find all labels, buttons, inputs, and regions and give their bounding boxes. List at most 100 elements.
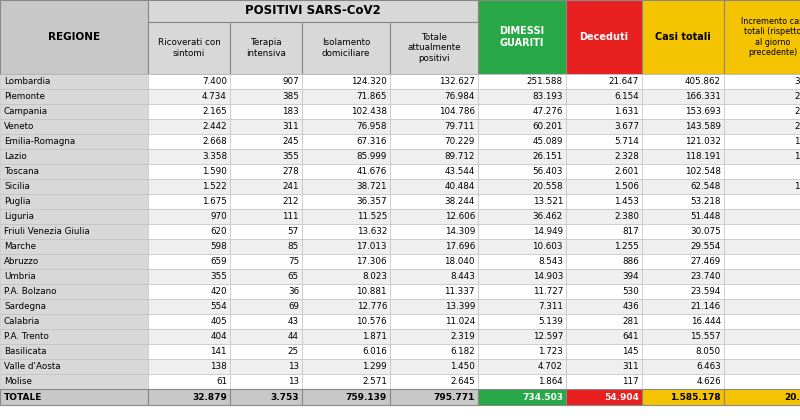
Text: 166.331: 166.331 <box>685 92 721 101</box>
Bar <box>642 104 724 119</box>
Text: 117: 117 <box>622 377 639 386</box>
Bar <box>390 119 478 134</box>
Text: 13.399: 13.399 <box>445 302 475 311</box>
Bar <box>0 164 148 179</box>
Text: 5.714: 5.714 <box>614 137 639 146</box>
Text: 1.585.178: 1.585.178 <box>670 393 721 402</box>
Text: 85.999: 85.999 <box>357 152 387 161</box>
Bar <box>478 74 566 89</box>
Bar <box>0 374 148 389</box>
Bar <box>642 329 724 344</box>
Bar <box>0 149 148 164</box>
Bar <box>478 359 566 374</box>
Text: 17.306: 17.306 <box>357 257 387 266</box>
Text: Calabria: Calabria <box>4 317 40 326</box>
Text: 79.711: 79.711 <box>445 122 475 131</box>
Text: Marche: Marche <box>4 242 36 251</box>
Text: 89.712: 89.712 <box>445 152 475 161</box>
Bar <box>642 374 724 389</box>
Text: 76.984: 76.984 <box>445 92 475 101</box>
Text: Toscana: Toscana <box>4 167 39 176</box>
Text: 71.865: 71.865 <box>357 92 387 101</box>
Text: Incremento casi
totali (rispetto
al giorno
precedente): Incremento casi totali (rispetto al gior… <box>741 17 800 57</box>
Text: 121.032: 121.032 <box>685 137 721 146</box>
Bar <box>0 269 148 284</box>
Bar <box>724 149 800 164</box>
Bar <box>390 224 478 239</box>
Bar <box>148 224 230 239</box>
Bar <box>478 389 566 405</box>
Bar <box>642 89 724 104</box>
Text: 138: 138 <box>210 362 227 371</box>
Bar <box>0 134 148 149</box>
Text: 8.443: 8.443 <box>450 272 475 281</box>
Bar <box>478 179 566 194</box>
Text: 29.554: 29.554 <box>690 242 721 251</box>
Text: 75: 75 <box>288 257 299 266</box>
Bar <box>478 194 566 209</box>
Text: 132.627: 132.627 <box>439 77 475 86</box>
Text: 53.218: 53.218 <box>690 197 721 206</box>
Bar <box>302 269 390 284</box>
Text: 36.357: 36.357 <box>356 197 387 206</box>
Text: 27.469: 27.469 <box>690 257 721 266</box>
Bar <box>566 164 642 179</box>
Text: 436: 436 <box>622 302 639 311</box>
Text: 355: 355 <box>210 272 227 281</box>
Text: 11.525: 11.525 <box>357 212 387 221</box>
Bar <box>478 104 566 119</box>
Text: 23.594: 23.594 <box>690 287 721 296</box>
Bar <box>566 104 642 119</box>
Bar <box>724 0 800 74</box>
Bar <box>724 224 800 239</box>
Bar <box>566 299 642 314</box>
Text: 26.151: 26.151 <box>533 152 563 161</box>
Text: 1.024: 1.024 <box>794 182 800 191</box>
Bar <box>148 179 230 194</box>
Bar <box>642 74 724 89</box>
Bar <box>724 284 800 299</box>
Bar <box>230 194 302 209</box>
Bar <box>230 239 302 254</box>
Text: 143.589: 143.589 <box>685 122 721 131</box>
Text: P.A. Bolzano: P.A. Bolzano <box>4 287 57 296</box>
Text: 3.677: 3.677 <box>614 122 639 131</box>
Bar <box>0 194 148 209</box>
Bar <box>566 344 642 359</box>
Bar <box>724 269 800 284</box>
Text: 14.949: 14.949 <box>533 227 563 236</box>
Text: 2.328: 2.328 <box>614 152 639 161</box>
Bar <box>390 74 478 89</box>
Bar <box>302 329 390 344</box>
Text: Casi totali: Casi totali <box>655 32 711 42</box>
Bar <box>724 329 800 344</box>
Bar <box>390 239 478 254</box>
Bar <box>724 104 800 119</box>
Text: 17.696: 17.696 <box>445 242 475 251</box>
Text: 311: 311 <box>282 122 299 131</box>
Bar <box>148 134 230 149</box>
Text: 907: 907 <box>282 77 299 86</box>
Text: 734.503: 734.503 <box>522 393 563 402</box>
Text: REGIONE: REGIONE <box>48 32 100 42</box>
Bar <box>390 209 478 224</box>
Text: 141: 141 <box>210 347 227 356</box>
Text: 404: 404 <box>210 332 227 341</box>
Bar <box>230 209 302 224</box>
Bar <box>148 239 230 254</box>
Text: 2.645: 2.645 <box>450 377 475 386</box>
Bar <box>642 344 724 359</box>
Text: 13.521: 13.521 <box>533 197 563 206</box>
Text: 12.597: 12.597 <box>533 332 563 341</box>
Bar <box>566 0 642 74</box>
Text: Abruzzo: Abruzzo <box>4 257 39 266</box>
Text: 281: 281 <box>622 317 639 326</box>
Text: 8.023: 8.023 <box>362 272 387 281</box>
Bar <box>148 344 230 359</box>
Text: 25: 25 <box>288 347 299 356</box>
Text: 76.958: 76.958 <box>357 122 387 131</box>
Bar <box>0 209 148 224</box>
Bar <box>566 269 642 284</box>
Text: 245: 245 <box>282 137 299 146</box>
Bar <box>642 359 724 374</box>
